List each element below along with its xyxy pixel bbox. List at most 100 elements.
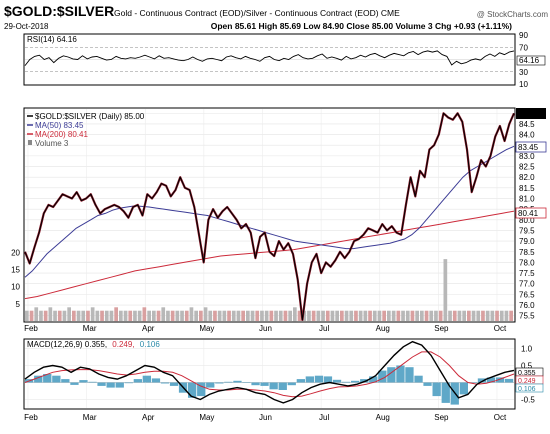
volume-bar [260,310,264,321]
volume-bar [485,310,490,321]
volume-bar [123,310,128,321]
volume-bar [114,307,118,322]
macd-value-label: 0.355 [518,370,536,377]
volume-tick-15: 15 [11,265,20,274]
price-tick-17: 76.5 [519,290,535,299]
macd-hist-bar [314,375,324,383]
volume-bar [104,310,109,321]
volume-bar [227,310,231,321]
macd-hist-bar [124,382,133,384]
macd-x-labels: Feb Mar Apr May Jun Jul Aug Sep Oct [24,413,507,422]
volume-bar [434,310,438,321]
macd-hist-bar [305,376,314,383]
price-x-labels: Feb Mar Apr May Jun Jul Aug Sep Oct [24,324,507,333]
symbol-title: $GOLD:$SILVER [4,3,114,19]
legend-ma200: MA(200) 80.41 [35,130,88,139]
volume-bar [199,310,203,321]
volume-bar [264,310,269,321]
volume-bar [344,310,349,321]
macd-hist-bar [432,382,441,397]
volume-bar [119,310,123,321]
rsi-value-box [516,55,546,66]
volume-bar [278,310,283,321]
macd-hist-bar [233,380,242,383]
volume-bar [476,310,481,321]
macd-hist-bar [441,382,450,403]
legend-ma50: MA(50) 83.45 [35,121,84,130]
price-tick-2: 84.0 [519,131,535,140]
volume-bar [255,310,260,321]
volume-bar [363,310,368,321]
macd-hist-bar [405,367,414,383]
macd-hist-bar [224,381,233,383]
volume-bar [137,310,142,321]
volume-bar [307,310,311,321]
macd-hist-bar [468,382,477,383]
volume-bar [504,310,509,321]
macd-hist-bar [106,382,115,388]
macd-hist-bar [477,378,487,383]
volume-bar [250,310,255,321]
volume-bar [161,307,166,322]
price-tick-4: 83.0 [519,152,535,161]
volume-bar [175,310,180,321]
volume-bar [354,310,358,321]
volume-bar [311,310,316,321]
macd-hist-bar [260,382,269,386]
date-label: 29-Oct-2018 [4,22,49,31]
macd-hist-bar [206,382,215,388]
volume-bar [90,307,95,322]
volume-bar [53,310,57,321]
macd-hist-bar [52,375,61,383]
volume-bar [340,310,344,321]
volume-bar [152,310,156,321]
volume-bar [457,310,462,321]
macd-hist-bar [70,382,79,385]
macd-hist-value-label: 0.106 [518,386,536,393]
volume-bar [288,310,292,321]
volume-bar [443,259,448,321]
price-tick-16: 77.0 [519,280,535,289]
volume-bar [377,310,382,321]
volume-bar [222,310,227,321]
volume-bar [302,310,307,321]
macd-x-label-aug: Aug [376,413,390,422]
legend-price: $GOLD:$SILVER (Daily) 85.00 [35,112,145,121]
volume-bar [499,310,504,321]
macd-legend: MACD(12,26,9) 0.355, 0.249, 0.106 [27,340,160,349]
volume-tick-20: 20 [11,248,20,257]
macd-hist-bar [142,375,151,383]
volume-bar [325,310,330,321]
price-x-label-oct: Oct [494,324,507,333]
volume-bar [269,310,274,321]
price-tick-14: 78.0 [519,258,535,267]
rsi-tick-30: 30 [519,68,528,77]
macd-hist-bar [269,382,278,390]
volume-bar [43,310,48,321]
price-tick-8: 81.0 [519,194,535,203]
volume-bar [467,310,471,321]
price-panel [23,107,516,323]
volume-bar [81,310,86,321]
macd-x-label-may: May [199,413,214,422]
legend-volume: Volume 3 [35,139,69,148]
macd-hist-bar [88,381,97,383]
macd-hist-bar [360,379,369,383]
price-tick-7: 81.5 [519,184,535,193]
macd-hist-bar [278,382,287,390]
volume-bar [203,307,208,322]
macd-ticks: 1.0 0.5 -0.5 [521,345,535,405]
ma200-value-box [515,207,547,219]
volume-bar [86,310,90,321]
volume-bar [208,310,213,321]
volume-bar [241,310,245,321]
price-x-label-sep: Sep [434,324,449,333]
macd-x-label-mar: Mar [83,413,97,422]
macd-signal-line [24,351,515,398]
volume-bar [424,310,429,321]
macd-hist-bar [97,382,106,386]
macd-hist-bar [504,378,514,383]
macd-hist-bar [495,377,505,383]
rsi-value-label: 64.16 [519,56,540,65]
